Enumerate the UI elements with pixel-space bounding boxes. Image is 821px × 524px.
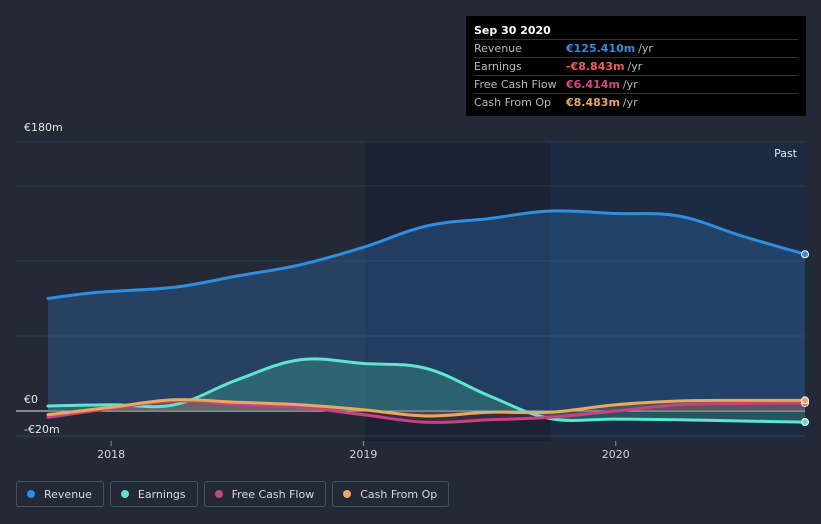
tooltip-label: Free Cash Flow — [474, 78, 557, 91]
legend-label: Earnings — [137, 487, 186, 501]
x-tick-label: 2020 — [602, 448, 630, 461]
tooltip-unit: /yr — [622, 78, 638, 91]
revenue-line — [46, 209, 807, 300]
legend-label: Cash From Op — [360, 487, 438, 501]
tooltip-label: Earnings — [474, 60, 522, 73]
x-tick-label: 2018 — [97, 448, 125, 461]
legend-item-free-cash-flow[interactable]: Free Cash Flow — [203, 481, 327, 507]
tooltip-row-cash-from-op: Cash From Op €8.483m /yr — [474, 94, 798, 111]
cash-from-op-end-point — [801, 396, 809, 405]
tooltip-row-free-cash-flow: Free Cash Flow €6.414m /yr — [474, 76, 798, 94]
y-tick-label: €0 — [24, 393, 38, 406]
legend: Revenue Earnings Free Cash Flow Cash Fro… — [16, 481, 450, 507]
revenue-dot-icon — [27, 490, 35, 498]
past-region — [550, 142, 805, 441]
tooltip-value: -€8.843m — [566, 60, 625, 73]
legend-label: Free Cash Flow — [231, 487, 315, 501]
y-tick-label: €180m — [24, 121, 63, 134]
free-cash-flow-dot-icon — [214, 490, 223, 498]
revenue-area — [48, 210, 805, 411]
past-label: Past — [774, 147, 798, 160]
tooltip-unit: /yr — [638, 42, 653, 55]
tooltip-row-earnings: Earnings -€8.843m /yr — [474, 58, 798, 76]
legend-item-earnings[interactable]: Earnings — [109, 481, 198, 507]
earnings-line — [46, 357, 807, 424]
tooltip-panel: Sep 30 2020 Revenue €125.410m /yr Earnin… — [466, 16, 806, 116]
tooltip-unit: /yr — [622, 96, 638, 109]
x-tick-label: 2019 — [349, 448, 377, 461]
tooltip-row-revenue: Revenue €125.410m /yr — [474, 40, 798, 58]
tooltip-label: Cash From Op — [474, 96, 552, 109]
tooltip-value: €125.410m — [566, 42, 636, 55]
cash-from-op-line — [46, 398, 807, 418]
y-tick-label: -€20m — [24, 423, 60, 436]
earnings-dot-icon — [120, 490, 129, 498]
cash-from-op-dot-icon — [343, 490, 352, 498]
earnings-end-point — [801, 418, 809, 427]
revenue-end-point — [801, 250, 809, 259]
tooltip-unit: /yr — [627, 60, 643, 73]
tooltip-date: Sep 30 2020 — [474, 22, 798, 40]
legend-item-cash-from-op[interactable]: Cash From Op — [332, 481, 450, 507]
tooltip-value: €8.483m — [566, 96, 620, 109]
legend-item-revenue[interactable]: Revenue — [16, 481, 104, 507]
legend-label: Revenue — [44, 487, 92, 501]
hover-highlight-region — [365, 142, 551, 441]
tooltip-label: Revenue — [474, 42, 522, 55]
tooltip-value: €6.414m — [566, 78, 620, 91]
